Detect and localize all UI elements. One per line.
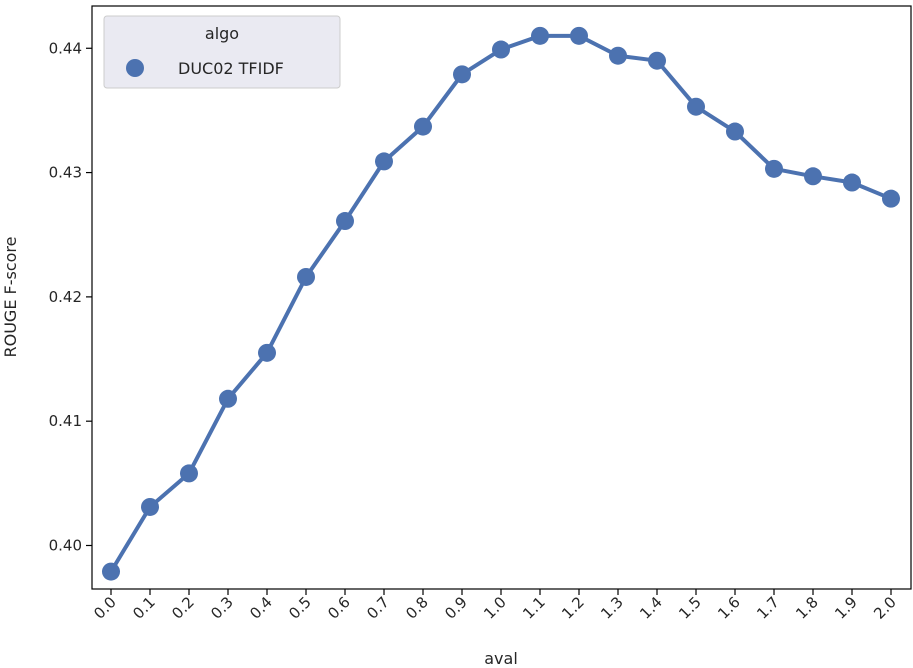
legend-box [103,15,341,89]
x-tick-label: 1.3 [597,593,627,623]
x-tick-label: 1.7 [753,593,783,623]
x-tick-label: 1.4 [636,593,666,623]
data-point [141,497,159,516]
data-point [102,562,120,581]
y-tick-label: 0.44 [49,39,82,57]
x-tick-label: 0.6 [324,593,354,623]
x-tick-label: 0.7 [363,593,393,623]
data-point [258,343,276,362]
x-tick-label: 0.0 [90,593,120,623]
x-tick-label: 1.8 [792,593,822,623]
data-point [843,173,861,192]
data-point [687,97,705,116]
x-tick-label: 0.4 [246,593,276,623]
x-tick-label: 0.1 [129,593,159,623]
data-point [765,159,783,178]
data-point [453,65,471,84]
data-point [648,51,666,70]
data-point [882,189,900,208]
data-point [297,267,315,286]
x-tick-label: 0.3 [207,593,237,623]
data-point [726,122,744,141]
x-tick-label: 0.8 [402,593,432,623]
y-tick-label: 0.40 [49,536,82,554]
data-point [219,389,237,408]
x-tick-label: 1.5 [675,593,705,623]
data-point [336,212,354,231]
x-tick-label: 0.2 [168,593,198,623]
x-tick-label: 0.5 [285,593,315,623]
x-tick-label: 1.0 [480,593,510,623]
data-point [180,464,198,483]
data-point [570,26,588,45]
data-point [804,167,822,186]
data-point [492,40,510,59]
x-tick-label: 1.6 [714,593,744,623]
y-axis-label: ROUGE F-score [1,237,20,358]
legend-title: algo [205,24,239,43]
data-point [531,26,549,45]
x-tick-label: 1.2 [558,593,588,623]
legend-marker [126,59,144,77]
x-tick-label: 0.9 [441,593,471,623]
y-tick-label: 0.43 [49,164,82,182]
x-tick-label: 2.0 [870,593,900,623]
legend-entry-label: DUC02 TFIDF [178,59,284,78]
legend: algo DUC02 TFIDF [103,15,341,89]
x-axis: 0.0 0.1 0.2 0.3 0.4 0.5 0.6 0.7 0.8 0.9 1.0 1.1 1.2 1… [90,589,900,623]
x-axis-label: aval [484,649,518,668]
x-tick-label: 1.1 [519,593,549,623]
y-tick-label: 0.41 [49,412,82,430]
y-axis: 0.40 0.41 0.42 0.43 0.44 [49,39,92,554]
series-layer [102,26,900,581]
data-point [609,46,627,65]
data-point [375,152,393,171]
data-point [414,117,432,136]
x-tick-label: 1.9 [831,593,861,623]
y-tick-label: 0.42 [49,288,82,306]
plot-area [91,5,912,590]
